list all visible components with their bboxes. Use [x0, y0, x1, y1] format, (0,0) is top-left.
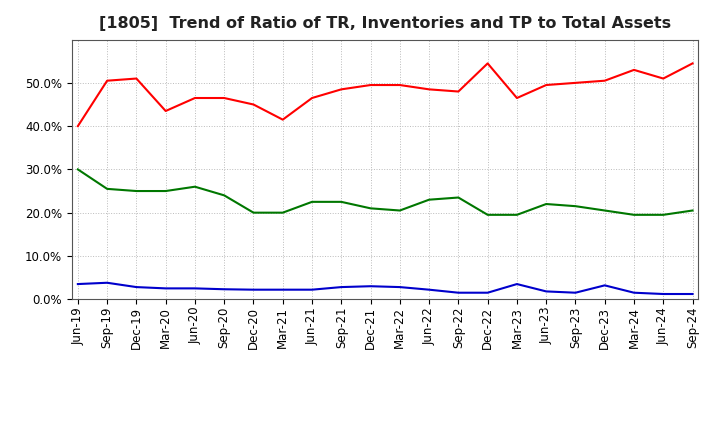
- Inventories: [600, 283, 609, 288]
- Trade Payables: [337, 199, 346, 205]
- Line: Inventories: Inventories: [78, 283, 693, 294]
- Trade Receivables: [542, 82, 551, 88]
- Trade Payables: [600, 208, 609, 213]
- Trade Receivables: [220, 95, 228, 101]
- Inventories: [279, 287, 287, 292]
- Trade Payables: [659, 212, 667, 217]
- Trade Payables: [279, 210, 287, 215]
- Trade Receivables: [600, 78, 609, 83]
- Line: Trade Payables: Trade Payables: [78, 169, 693, 215]
- Trade Receivables: [307, 95, 316, 101]
- Trade Receivables: [161, 108, 170, 114]
- Trade Receivables: [571, 80, 580, 85]
- Trade Payables: [191, 184, 199, 189]
- Title: [1805]  Trend of Ratio of TR, Inventories and TP to Total Assets: [1805] Trend of Ratio of TR, Inventories…: [99, 16, 671, 32]
- Trade Payables: [395, 208, 404, 213]
- Trade Payables: [73, 167, 82, 172]
- Trade Payables: [425, 197, 433, 202]
- Trade Receivables: [425, 87, 433, 92]
- Inventories: [337, 284, 346, 290]
- Trade Receivables: [454, 89, 463, 94]
- Inventories: [659, 291, 667, 297]
- Trade Payables: [542, 202, 551, 207]
- Inventories: [571, 290, 580, 295]
- Trade Receivables: [279, 117, 287, 122]
- Trade Receivables: [132, 76, 140, 81]
- Inventories: [425, 287, 433, 292]
- Trade Payables: [249, 210, 258, 215]
- Trade Receivables: [249, 102, 258, 107]
- Inventories: [454, 290, 463, 295]
- Line: Trade Receivables: Trade Receivables: [78, 63, 693, 126]
- Inventories: [688, 291, 697, 297]
- Inventories: [161, 286, 170, 291]
- Trade Payables: [366, 205, 375, 211]
- Trade Receivables: [103, 78, 112, 83]
- Trade Payables: [513, 212, 521, 217]
- Inventories: [395, 284, 404, 290]
- Inventories: [103, 280, 112, 286]
- Trade Payables: [220, 193, 228, 198]
- Trade Receivables: [513, 95, 521, 101]
- Trade Receivables: [659, 76, 667, 81]
- Inventories: [513, 282, 521, 287]
- Trade Payables: [103, 186, 112, 191]
- Inventories: [483, 290, 492, 295]
- Inventories: [630, 290, 639, 295]
- Inventories: [73, 282, 82, 287]
- Trade Receivables: [337, 87, 346, 92]
- Trade Payables: [307, 199, 316, 205]
- Trade Payables: [132, 188, 140, 194]
- Trade Receivables: [483, 61, 492, 66]
- Trade Payables: [454, 195, 463, 200]
- Trade Payables: [688, 208, 697, 213]
- Trade Payables: [630, 212, 639, 217]
- Trade Receivables: [630, 67, 639, 73]
- Inventories: [307, 287, 316, 292]
- Trade Receivables: [688, 61, 697, 66]
- Inventories: [542, 289, 551, 294]
- Trade Receivables: [191, 95, 199, 101]
- Inventories: [249, 287, 258, 292]
- Inventories: [191, 286, 199, 291]
- Trade Payables: [483, 212, 492, 217]
- Trade Payables: [161, 188, 170, 194]
- Trade Receivables: [395, 82, 404, 88]
- Trade Payables: [571, 204, 580, 209]
- Trade Receivables: [366, 82, 375, 88]
- Inventories: [220, 286, 228, 292]
- Inventories: [366, 284, 375, 289]
- Trade Receivables: [73, 124, 82, 129]
- Inventories: [132, 284, 140, 290]
